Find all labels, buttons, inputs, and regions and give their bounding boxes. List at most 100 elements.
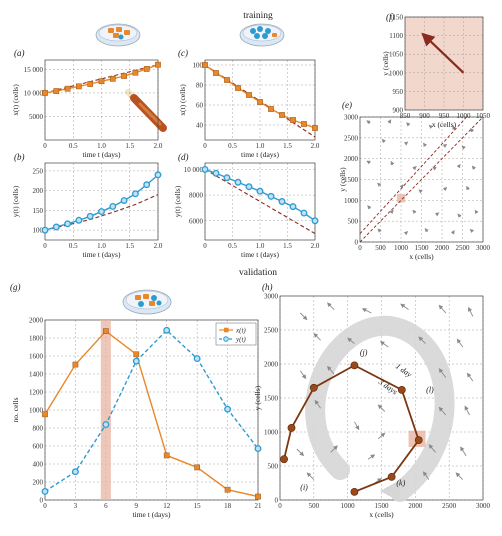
field-arrow (442, 144, 448, 148)
panel-label: (d) (178, 152, 189, 162)
data-point-circle (154, 171, 162, 179)
zoom-arrow (421, 32, 465, 74)
data-point-circle (120, 197, 128, 204)
x-tick-label: 2.0 (154, 142, 163, 150)
x-tick-label: 1.0 (256, 142, 265, 150)
annotation-label: 3 days (376, 377, 399, 397)
legend: x(t)y(t) (215, 322, 257, 346)
panel-g: 0 3 6 9 12 15 18 21 0 200 400 600 800 1000 1200 1400 160… (10, 282, 262, 519)
flow-band (305, 315, 455, 502)
field-arrow (456, 163, 461, 169)
x-tick-label: 2000 (408, 502, 423, 510)
data-point-circle (201, 165, 209, 173)
legend-label: y(t) (235, 336, 246, 344)
field-arrow (406, 122, 411, 127)
annotation-label: (i) (300, 483, 308, 492)
x-tick-label: 15 (194, 502, 202, 510)
y-tick-label: 80 (196, 82, 204, 90)
y-tick-label: 1100 (389, 32, 403, 40)
x-tick-label: 21 (255, 502, 263, 510)
data-point-circle (300, 209, 308, 217)
y-tick-label: 60 (196, 102, 204, 110)
data-point-square (132, 69, 139, 76)
plot-frame (359, 116, 484, 243)
legend-swatch-square (224, 327, 229, 333)
model-fit-line (44, 194, 159, 231)
field-arrow (466, 372, 474, 382)
annotation-label: (k) (396, 479, 405, 488)
y-tick-label: 200 (33, 479, 44, 487)
y-tick-label: 2000 (344, 155, 359, 163)
field-arrow (460, 446, 467, 457)
field-arrow (428, 444, 436, 453)
y-tick-label: 0 (355, 239, 359, 247)
plot-frame (44, 59, 159, 141)
field-arrow (389, 209, 394, 215)
y-tick-label: 3000 (264, 293, 279, 301)
y-tick-label: 0 (275, 497, 279, 505)
y-axis-label: y (cells) (253, 385, 262, 410)
y-tick-label: 1050 (389, 51, 404, 59)
field-arrow (470, 128, 475, 133)
model-fit-line (204, 168, 316, 235)
x-tick-label: 1.5 (125, 242, 134, 250)
y-tick-label: 1000 (389, 69, 404, 77)
series-line (44, 330, 259, 498)
field-arrow (399, 184, 404, 189)
y-axis-label: y (cells) (381, 51, 390, 76)
x-tick-label: 500 (375, 244, 386, 252)
data-point-square (213, 70, 219, 76)
data-point-square (143, 66, 150, 72)
data-point-square (109, 75, 116, 82)
panel-label: (f) (386, 12, 395, 22)
field-arrow (387, 119, 392, 124)
x-tick-label: 1500 (415, 244, 430, 252)
field-arrow (377, 228, 382, 233)
field-arrow (379, 341, 389, 348)
field-arrow (471, 165, 476, 170)
y-tick-label: 10 000 (184, 166, 204, 174)
field-arrow (347, 337, 355, 344)
panel-b: 0 0.5 1.0 1.5 2.0 100 150 200 250 time t (days) y(… (11, 152, 163, 259)
panel-d: 0 0.5 1.0 1.5 2.0 6000 8000 10 000 time t (days)… (173, 152, 320, 259)
petri-dish-icon-a (95, 23, 141, 47)
trajectory-line (283, 364, 420, 493)
field-arrow (390, 160, 395, 166)
panel-label: (b) (14, 152, 25, 162)
field-arrow (296, 448, 305, 457)
x-tick-label: 6 (104, 502, 108, 510)
data-point-square (42, 90, 48, 96)
y-tick-label: 15 000 (24, 66, 44, 74)
data-point-circle (98, 208, 105, 216)
trajectory-point (350, 487, 359, 496)
trajectory-point (287, 424, 296, 432)
data-point-circle (143, 181, 151, 189)
field-arrow (457, 213, 462, 218)
field-arrow (412, 166, 417, 171)
y-tick-label: 250 (33, 167, 44, 175)
x-tick-label: 1000 (394, 244, 409, 252)
y-tick-label: 1600 (29, 353, 44, 361)
training-title: training (243, 11, 273, 21)
data-point-square (121, 73, 127, 79)
y-tick-label: 1800 (29, 335, 44, 343)
data-point-square (224, 77, 230, 83)
data-point-circle (212, 169, 220, 177)
x-tick-label: 3000 (476, 244, 491, 252)
data-point-square (301, 121, 307, 127)
plot-frame (279, 295, 484, 501)
plot-frame (44, 162, 159, 241)
x-tick-label: 0 (203, 142, 207, 150)
data-point-circle (163, 326, 171, 334)
data-point-square (155, 61, 161, 68)
x-tick-label: 2.0 (154, 242, 163, 250)
data-point-circle (64, 220, 72, 228)
data-point-circle (86, 212, 94, 220)
x-tick-label: 2500 (456, 244, 471, 252)
field-arrow (422, 471, 430, 480)
data-point-square (202, 62, 208, 68)
x-tick-label: 0 (43, 242, 47, 250)
x-axis-label: x (cells) (409, 252, 434, 261)
x-tick-label: 1.0 (97, 242, 106, 250)
x-tick-label: 500 (309, 502, 320, 510)
